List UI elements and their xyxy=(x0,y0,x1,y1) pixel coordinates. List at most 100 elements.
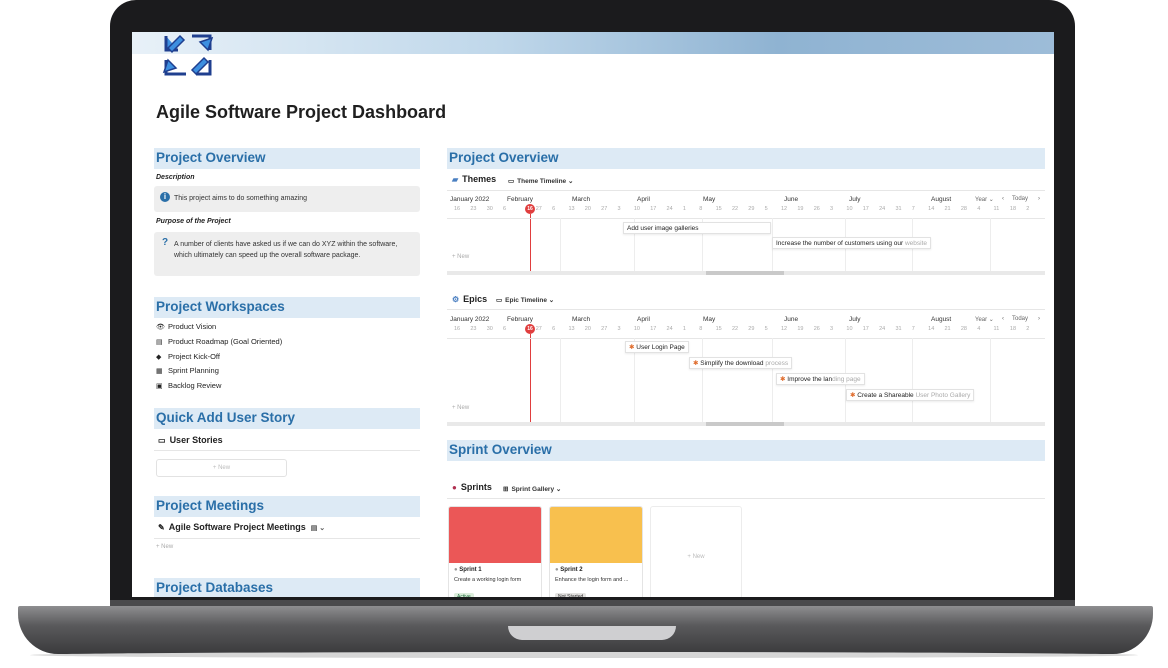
epics-db-title[interactable]: ⚙ Epics xyxy=(452,294,488,304)
timeline-month-label: April xyxy=(637,316,651,323)
chevron-down-icon: ⌄ xyxy=(554,486,562,493)
timeline-item[interactable]: ✱ Improve the landing page xyxy=(776,373,865,385)
sprints-db-title[interactable]: ● Sprints xyxy=(452,482,492,492)
timeline-day-label: 27 xyxy=(535,206,542,212)
timeline-day-label: 3 xyxy=(830,326,834,332)
timeline-month-label: August xyxy=(931,316,952,323)
new-user-story-button[interactable]: + New xyxy=(156,459,287,477)
timeline-day-label: 26 xyxy=(813,206,820,212)
timeline-day-label: 10 xyxy=(633,206,640,212)
timeline-day-label: 24 xyxy=(666,206,673,212)
divider xyxy=(154,538,420,539)
epic-icon: ✱ xyxy=(693,360,701,367)
meetings-icon: ✎ xyxy=(158,523,165,532)
meetings-db-title[interactable]: ✎ Agile Software Project Meetings ▤ ⌄ xyxy=(158,522,326,532)
year-select[interactable]: Year ⌄ xyxy=(975,317,994,323)
sprint-card-1[interactable]: ● Sprint 1 Create a working login form A… xyxy=(448,506,542,597)
description-label: Description xyxy=(156,174,195,181)
timeline-icon: ▭ xyxy=(508,178,515,185)
timeline-month-label: April xyxy=(637,196,651,203)
chevron-down-icon: ⌄ xyxy=(546,297,555,304)
timeline-day-label: 29 xyxy=(748,206,755,212)
month-gridline xyxy=(702,218,703,274)
themes-db-title[interactable]: ▰ Themes xyxy=(452,174,497,184)
timeline-header-divider xyxy=(447,218,1045,219)
sprint-card-2[interactable]: ● Sprint 2 Enhance the login form and ..… xyxy=(549,506,643,597)
card-description: Create a working login form xyxy=(454,577,522,583)
timeline-day-label: 21 xyxy=(944,326,951,332)
new-meeting-button[interactable]: + New xyxy=(156,544,174,550)
timeline-day-label: 16 xyxy=(454,206,461,212)
epic-icon: ✱ xyxy=(629,344,637,351)
workspace-link-project-kickoff[interactable]: ◆ Project Kick-Off xyxy=(156,352,220,361)
epic-timeline-tab[interactable]: ▭ Epic Timeline ⌄ xyxy=(496,297,555,304)
user-stories-db-title[interactable]: ▭ User Stories xyxy=(158,435,223,445)
timeline-day-label: 17 xyxy=(650,326,657,332)
divider xyxy=(447,498,1045,499)
timeline-day-label: 12 xyxy=(781,326,788,332)
chevron-left-icon[interactable]: ‹ xyxy=(1002,316,1004,322)
timeline-day-label: 14 xyxy=(928,206,935,212)
scrollbar-thumb[interactable] xyxy=(706,271,784,275)
today-button[interactable]: Today xyxy=(1012,316,1029,322)
purpose-label: Purpose of the Project xyxy=(156,218,231,225)
year-select[interactable]: Year ⌄ xyxy=(975,197,994,203)
timeline-day-label: 18 xyxy=(1009,326,1017,332)
workspace-link-product-vision[interactable]: 👁 Product Vision xyxy=(156,322,217,331)
scrollbar-thumb[interactable] xyxy=(706,422,784,426)
month-gridline xyxy=(560,218,561,274)
workspace-link-sprint-planning[interactable]: ▦ Sprint Planning xyxy=(156,366,219,375)
screen: Agile Software Project Dashboard Project… xyxy=(132,32,1054,597)
list-view-icon: ▤ ⌄ xyxy=(310,525,326,532)
timeline-day-label: 23 xyxy=(470,206,477,212)
timeline-month-label: May xyxy=(703,316,716,323)
timeline-day-label: 10 xyxy=(633,326,640,332)
timeline-day-label: 16 xyxy=(454,326,461,332)
new-sprint-card[interactable]: + New xyxy=(650,506,742,597)
new-timeline-item-button[interactable]: + New xyxy=(452,254,470,260)
timeline-day-label: 19 xyxy=(797,206,804,212)
timeline-day-label: 2 xyxy=(1026,206,1030,212)
sync-arrows-icon xyxy=(162,34,214,76)
timeline-day-label: 24 xyxy=(879,206,886,212)
timeline-day-label: 6 xyxy=(552,206,556,212)
timeline-item-label: Improve the lan xyxy=(787,376,833,383)
timeline-item[interactable]: Add user image galleries xyxy=(623,222,771,234)
project-workspaces-heading: Project Workspaces xyxy=(154,297,420,318)
timeline-day-label: 6 xyxy=(552,326,556,332)
theme-timeline-tab[interactable]: ▭ Theme Timeline ⌄ xyxy=(508,178,574,185)
today-button[interactable]: Today xyxy=(1012,196,1029,202)
timeline-day-label: 5 xyxy=(764,206,768,212)
timeline-day-label: 22 xyxy=(731,326,739,332)
timeline-item[interactable]: Increase the number of customers using o… xyxy=(772,237,932,249)
chevron-left-icon[interactable]: ‹ xyxy=(1002,196,1004,202)
purpose-callout: ? A number of clients have asked us if w… xyxy=(154,232,420,276)
timeline-day-label: 8 xyxy=(699,206,703,212)
new-timeline-item-button[interactable]: + New xyxy=(452,405,470,411)
timeline-day-label: 3 xyxy=(617,206,621,212)
laptop-shadow xyxy=(30,652,1138,658)
purpose-text: A number of clients have asked us if we … xyxy=(174,241,398,259)
timeline-month-label: February xyxy=(507,316,534,323)
timeline-month-label: March xyxy=(572,196,591,203)
timeline-day-label: 1 xyxy=(682,326,686,332)
timeline-item[interactable]: ✱ User Login Page xyxy=(625,341,689,353)
timeline-day-label: 24 xyxy=(879,326,886,332)
timeline-day-label: 15 xyxy=(715,206,722,212)
today-line xyxy=(530,334,531,425)
workspace-link-backlog-review[interactable]: ▣ Backlog Review xyxy=(156,381,222,390)
month-gridline xyxy=(912,338,913,425)
timeline-item[interactable]: ✱ Create a Shareable User Photo Gallery xyxy=(846,389,975,401)
chevron-right-icon[interactable]: › xyxy=(1038,196,1040,202)
timeline-item-label: User Login Page xyxy=(636,344,685,351)
timeline-day-label: 27 xyxy=(535,326,542,332)
timeline-month-label: August xyxy=(931,196,952,203)
timeline-day-label: 10 xyxy=(846,206,853,212)
timeline-item[interactable]: ✱ Simplify the download process xyxy=(689,357,793,369)
status-badge: Active xyxy=(454,593,474,597)
workspace-link-product-roadmap[interactable]: ▤ Product Roadmap (Goal Oriented) xyxy=(156,337,283,346)
sprint-gallery-tab[interactable]: ⊞ Sprint Gallery ⌄ xyxy=(503,486,562,493)
timeline-day-label: 13 xyxy=(568,326,575,332)
chevron-right-icon[interactable]: › xyxy=(1038,316,1040,322)
timeline-item-label-overflow: website xyxy=(904,240,928,247)
